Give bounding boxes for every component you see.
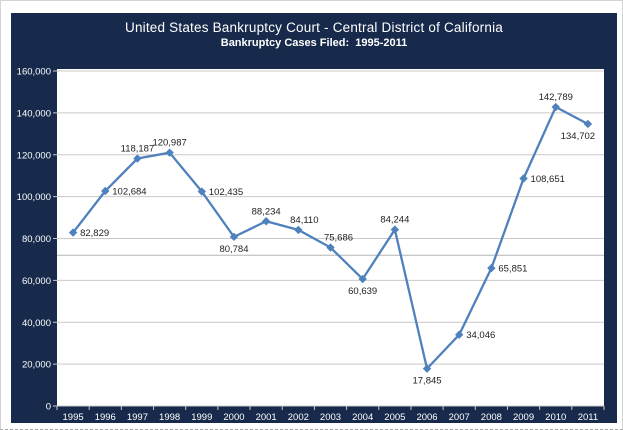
data-label-2003: 75,686 [324,233,353,244]
x-axis-label-2008: 2008 [481,412,502,423]
y-axis-label: 140,000 [17,108,51,119]
x-axis-label-1996: 1996 [95,412,116,423]
y-axis-label: 80,000 [22,234,51,245]
y-axis-label: 0 [46,402,51,413]
y-axis-label: 20,000 [22,360,51,371]
x-axis-label-2007: 2007 [449,412,470,423]
x-axis-label-2002: 2002 [288,412,309,423]
data-point-2010 [551,102,560,112]
data-label-1998: 120,987 [152,138,186,149]
data-label-2008: 65,851 [498,264,527,275]
data-point-2000 [229,232,239,242]
chart-subtitle: Bankruptcy Cases Filed: 1995-2011 [220,37,408,49]
x-axis-label-1999: 1999 [191,412,212,423]
data-label-2001: 88,234 [252,206,281,217]
x-axis-label-2005: 2005 [384,412,405,423]
data-point-1998 [165,148,174,157]
y-axis-label: 160,000 [17,67,51,78]
y-axis-label: 120,000 [17,150,51,161]
data-label-1996: 102,684 [112,187,146,198]
data-label-1995: 82,829 [80,228,109,239]
chart-panel: United States Bankruptcy Court - Central… [11,13,617,423]
chart-header: United States Bankruptcy Court - Central… [11,13,617,49]
data-label-1997: 118,187 [121,144,155,155]
x-axis-label-2004: 2004 [352,412,373,423]
data-point-2002 [294,225,303,235]
x-axis-label-1997: 1997 [127,412,148,423]
data-point-2003 [326,243,335,252]
data-label-2000: 80,784 [219,244,248,255]
data-point-2001 [261,217,271,226]
y-axis-label: 40,000 [22,318,51,329]
data-point-2005 [390,225,400,234]
data-point-1996 [101,186,110,196]
x-axis-label-2003: 2003 [320,412,341,423]
data-label-2011: 134,702 [561,131,595,142]
data-label-2006: 17,845 [412,376,441,387]
y-axis-label: 100,000 [17,192,51,203]
chart-title: United States Bankruptcy Court - Central… [125,20,503,35]
data-point-1999 [197,187,206,196]
data-point-2011 [583,119,593,129]
data-point-1997 [133,154,142,163]
plot-area [57,69,604,406]
x-axis-label-1998: 1998 [159,412,180,423]
data-point-2006 [422,364,432,373]
x-axis-label-2010: 2010 [545,412,566,423]
data-point-2009 [519,174,528,183]
data-point-1995 [68,228,78,237]
data-label-2002: 84,110 [290,215,318,226]
x-axis-label-2009: 2009 [513,412,534,423]
data-point-2007 [455,330,464,339]
data-label-2007: 34,046 [466,330,495,341]
line-chart-canvas: 0 20,000 40,000 60,000 80,000 100,000 120,000 1… [17,67,605,423]
x-axis-label-2000: 2000 [223,412,244,423]
data-label-2005: 84,244 [380,215,409,226]
data-label-2004: 60,639 [348,286,377,297]
x-axis-label-2006: 2006 [416,412,437,423]
data-point-2008 [487,263,496,273]
data-label-2010: 142,789 [539,92,573,103]
x-axis-label-2011: 2011 [578,412,598,423]
data-label-1999: 102,435 [209,187,243,198]
x-axis-label-2001: 2001 [256,412,277,423]
data-point-2004 [358,274,367,284]
y-axis-label: 60,000 [22,276,51,287]
data-label-2009: 108,651 [531,174,565,185]
x-axis-label-1995: 1995 [63,412,84,423]
